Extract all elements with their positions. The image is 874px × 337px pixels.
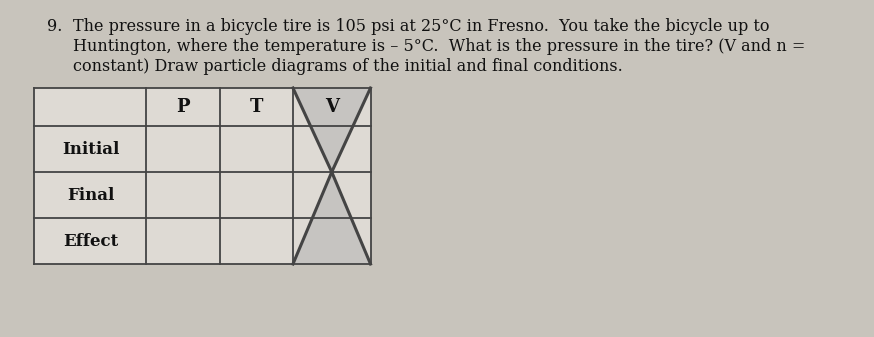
Bar	[219, 126, 293, 172]
Text: Final: Final	[66, 186, 114, 204]
Bar	[293, 126, 371, 172]
Bar	[293, 218, 371, 264]
Bar	[293, 88, 371, 126]
Text: V: V	[325, 98, 339, 116]
Bar	[219, 88, 293, 126]
Bar	[147, 126, 219, 172]
Text: Huntington, where the temperature is – 5°C.  What is the pressure in the tire? (: Huntington, where the temperature is – 5…	[73, 38, 806, 55]
Text: 9.: 9.	[47, 18, 63, 35]
Text: Initial: Initial	[62, 141, 119, 157]
Bar	[34, 172, 147, 218]
Bar	[34, 218, 147, 264]
Bar	[219, 218, 293, 264]
Text: Effect: Effect	[63, 233, 118, 249]
Text: constant) Draw particle diagrams of the initial and final conditions.: constant) Draw particle diagrams of the …	[73, 58, 623, 75]
Text: The pressure in a bicycle tire is 105 psi at 25°C in Fresno.  You take the bicyc: The pressure in a bicycle tire is 105 ps…	[73, 18, 770, 35]
Polygon shape	[293, 172, 371, 264]
Text: T: T	[250, 98, 263, 116]
Bar	[147, 172, 219, 218]
Bar	[147, 88, 219, 126]
Bar	[147, 218, 219, 264]
Bar	[293, 172, 371, 218]
Bar	[34, 126, 147, 172]
Bar	[219, 172, 293, 218]
Bar	[34, 88, 147, 126]
Polygon shape	[293, 88, 371, 172]
Text: P: P	[177, 98, 190, 116]
